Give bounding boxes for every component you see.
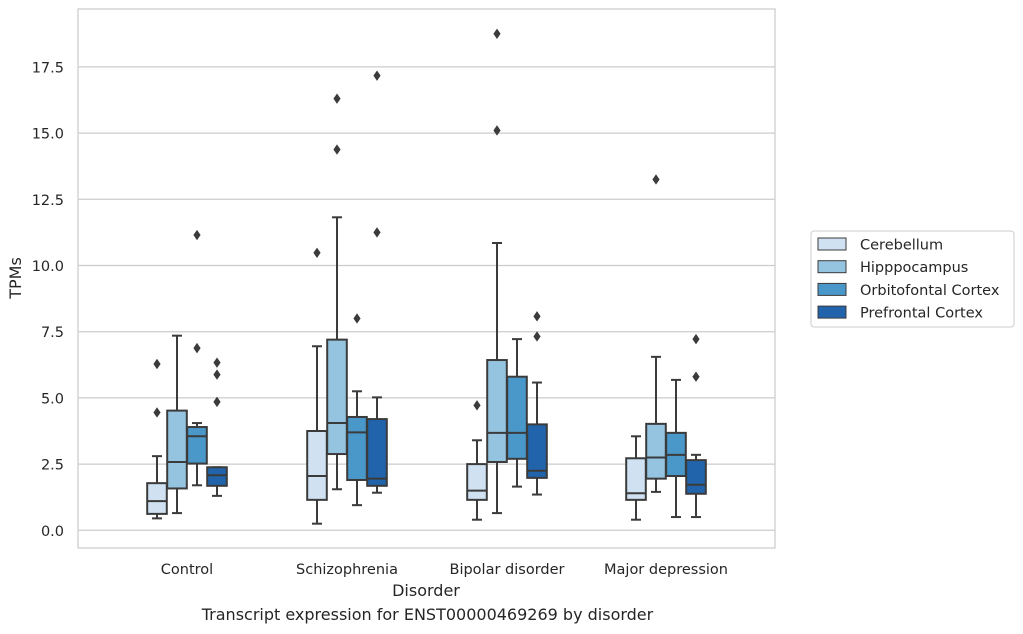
box-hipppocampus [166, 334, 188, 515]
box-prefrontal-cortex [685, 333, 707, 519]
outlier-point [533, 311, 541, 322]
boxes [146, 28, 707, 525]
box-prefrontal-cortex [366, 70, 388, 494]
plot-area-frame [77, 8, 776, 549]
y-tick-label: 0.0 [41, 524, 64, 540]
box-iqr [506, 375, 528, 460]
box-iqr [685, 459, 707, 495]
box-iqr [186, 426, 208, 465]
outlier-point [333, 144, 341, 155]
legend-swatch [817, 282, 847, 296]
box-iqr [645, 422, 667, 480]
x-axis-ticks: Control Schizophrenia Bipolar disorder Majo… [161, 562, 728, 578]
y-tick-label: 7.5 [41, 325, 64, 341]
outlier-point [213, 396, 221, 408]
box-hipppocampus [645, 174, 667, 493]
chart-caption: Transcript expression for ENST0000046926… [201, 605, 654, 624]
outlier-point [493, 125, 501, 136]
x-tick-label: Bipolar disorder [450, 562, 565, 578]
y-tick-label: 15.0 [32, 127, 64, 143]
box-cerebellum [306, 247, 328, 525]
box-orbitofontal-cortex [186, 229, 208, 487]
box-iqr [146, 482, 168, 515]
outlier-point [493, 28, 501, 39]
x-tick-label: Control [161, 562, 213, 578]
outlier-point [193, 342, 201, 354]
box-cerebellum [146, 358, 168, 520]
y-axis-ticks: 0.0 2.5 5.0 7.5 10.0 12.5 15.0 17.5 [32, 60, 64, 539]
legend-label: Prefrontal Cortex [860, 306, 983, 322]
outlier-point [473, 400, 481, 411]
legend: Cerebellum Hipppocampus Orbitofontal Corte… [810, 230, 1015, 328]
legend-label: Cerebellum [860, 238, 943, 254]
x-tick-label: Schizophrenia [296, 562, 398, 578]
y-tick-label: 5.0 [41, 391, 64, 407]
x-tick-label: Major depression [604, 562, 728, 578]
outlier-point [213, 357, 221, 368]
legend-frame [810, 230, 1015, 328]
box-iqr [486, 359, 508, 463]
outlier-point [533, 331, 541, 342]
legend-label: Orbitofontal Cortex [860, 283, 1000, 299]
box-iqr [526, 423, 548, 479]
y-tick-label: 2.5 [41, 458, 64, 474]
legend-swatch [817, 260, 847, 274]
outlier-point [692, 333, 700, 345]
y-tick-label: 17.5 [32, 60, 64, 76]
box-iqr [346, 415, 368, 481]
outlier-point [153, 358, 161, 370]
box-orbitofontal-cortex [506, 338, 528, 488]
box-prefrontal-cortex [526, 311, 548, 496]
x-axis-label: Disorder [392, 581, 460, 600]
box-cerebellum [625, 435, 647, 521]
legend-label: Hipppocampus [860, 260, 968, 276]
box-iqr [306, 430, 328, 501]
outlier-point [193, 229, 201, 241]
box-prefrontal-cortex [206, 357, 228, 497]
box-hipppocampus [326, 93, 348, 491]
outlier-point [313, 247, 321, 258]
box-orbitofontal-cortex [346, 313, 368, 507]
outlier-point [652, 174, 660, 185]
outlier-point [153, 407, 161, 418]
legend-swatch [817, 305, 847, 319]
box-hipppocampus [486, 28, 508, 515]
y-axis-label: TPMs [6, 257, 25, 300]
box-iqr [466, 463, 488, 501]
box-iqr [166, 409, 188, 490]
y-tick-label: 10.0 [32, 259, 64, 275]
outlier-point [373, 70, 381, 81]
box-iqr [326, 338, 348, 456]
box-cerebellum [466, 400, 488, 521]
legend-swatch [817, 237, 847, 251]
box-iqr [366, 418, 388, 487]
outlier-point [213, 369, 221, 380]
outlier-point [353, 313, 361, 324]
box-orbitofontal-cortex [665, 378, 687, 519]
outlier-point [333, 93, 341, 104]
outlier-point [373, 227, 381, 238]
outlier-point [692, 371, 700, 382]
y-tick-label: 12.5 [32, 193, 64, 209]
box-iqr [206, 466, 228, 487]
